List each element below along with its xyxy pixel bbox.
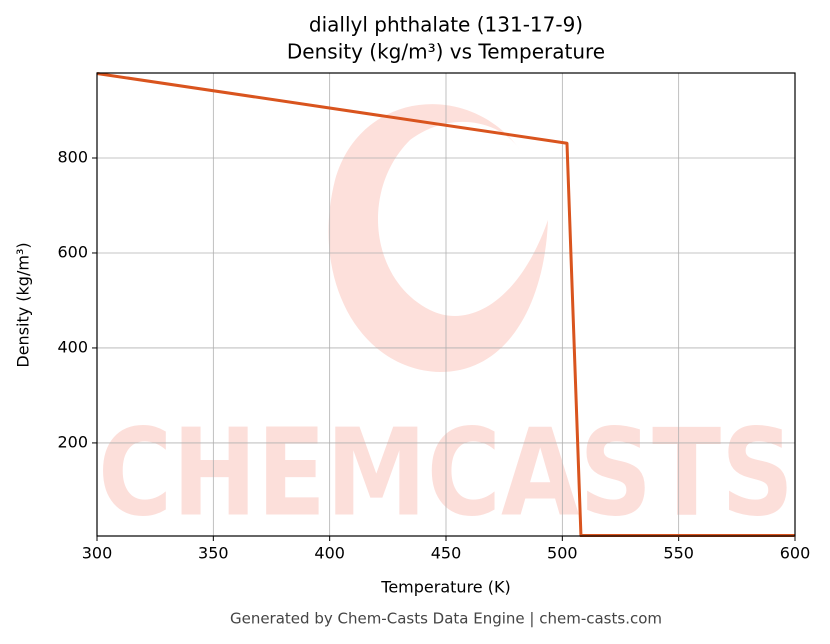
y-tick-label: 800 <box>57 148 88 167</box>
chart-title: diallyl phthalate (131-17-9) <box>309 13 583 37</box>
y-tick-label: 200 <box>57 432 88 451</box>
x-axis-label: Temperature (K) <box>380 578 510 597</box>
x-tick-label: 550 <box>663 544 694 563</box>
y-axis-label: Density (kg/m³) <box>14 242 33 367</box>
x-tick-label: 300 <box>82 544 113 563</box>
footer: Generated by Chem-Casts Data Engine | ch… <box>230 610 662 628</box>
y-tick-label: 400 <box>57 337 88 356</box>
plot-frame <box>96 72 796 537</box>
x-tick-label: 600 <box>780 544 811 563</box>
y-tick-label: 600 <box>57 242 88 261</box>
x-tick-label: 400 <box>314 544 345 563</box>
x-tick-label: 350 <box>198 544 229 563</box>
x-tick-label: 500 <box>547 544 578 563</box>
x-tick-label: 450 <box>431 544 462 563</box>
watermark-logo <box>328 104 548 372</box>
chart-subtitle: Density (kg/m³) vs Temperature <box>287 40 605 64</box>
